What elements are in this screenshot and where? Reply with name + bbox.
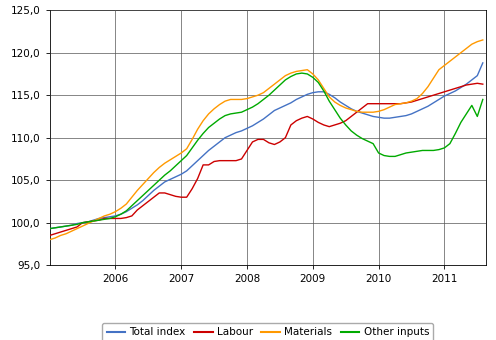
Legend: Total index, Labour, Materials, Other inputs: Total index, Labour, Materials, Other in…: [102, 323, 434, 340]
